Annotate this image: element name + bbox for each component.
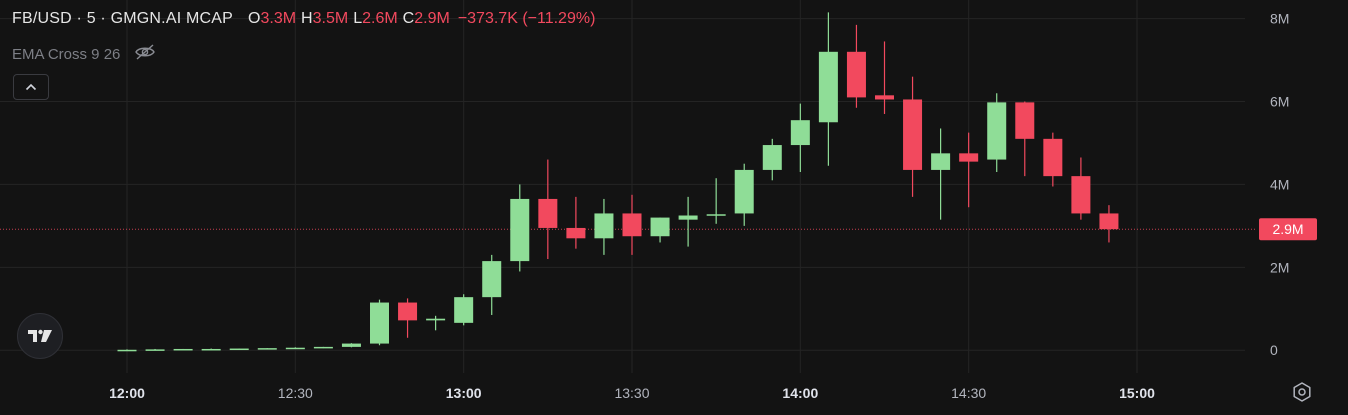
- candle-body: [426, 318, 446, 321]
- tradingview-logo-icon[interactable]: [17, 313, 63, 359]
- collapse-legend-button[interactable]: [13, 74, 49, 100]
- candles: [117, 12, 1119, 352]
- chevron-up-icon: [25, 83, 37, 91]
- candle-body: [1043, 138, 1063, 177]
- candle-body: [454, 297, 474, 323]
- high-value: 3.5M: [312, 10, 349, 27]
- y-tick-label: 6M: [1270, 94, 1289, 110]
- x-tick-label: 13:00: [446, 385, 482, 401]
- candle-body: [903, 99, 923, 170]
- gear-icon[interactable]: [1291, 381, 1313, 403]
- x-tick-label: 14:00: [782, 385, 818, 401]
- eye-off-icon[interactable]: [134, 44, 156, 64]
- candle-body: [1071, 176, 1091, 214]
- y-tick-label: 0: [1270, 342, 1278, 358]
- candle-body: [931, 153, 951, 170]
- symbol-title[interactable]: FB/USD · 5 · GMGN.AI MCAP: [12, 10, 234, 27]
- candle-body: [594, 213, 614, 239]
- candle-body: [678, 215, 698, 220]
- candle-body: [1099, 213, 1119, 230]
- candle-body: [117, 349, 137, 352]
- candle-body: [145, 349, 165, 351]
- candle-body: [398, 302, 418, 321]
- candle-body: [818, 51, 838, 123]
- open-label: O: [248, 10, 261, 27]
- x-tick-label: 15:00: [1119, 385, 1155, 401]
- candle-body: [510, 198, 530, 262]
- y-axis[interactable]: 0 2M 4M 6M 8M: [1270, 11, 1289, 359]
- candle-body: [790, 120, 810, 146]
- change-value: −373.7K (−11.29%): [457, 10, 596, 27]
- candle-body: [257, 348, 277, 350]
- high-label: H: [301, 10, 313, 27]
- open-value: 3.3M: [260, 10, 297, 27]
- candle-body: [538, 198, 558, 228]
- candle-body: [846, 51, 866, 98]
- candle-body: [706, 214, 726, 216]
- candle-body: [875, 95, 894, 100]
- candle-body: [482, 261, 502, 298]
- candle-body: [987, 102, 1007, 160]
- candle-body: [650, 217, 670, 237]
- y-tick-label: 2M: [1270, 259, 1289, 275]
- last-price-label: 2.9M: [1272, 221, 1303, 237]
- candle-body: [762, 145, 782, 170]
- close-label: C: [402, 10, 415, 27]
- candle-body: [370, 302, 389, 344]
- candle-body: [1015, 102, 1035, 139]
- close-value: 2.9M: [414, 10, 450, 27]
- candle-body: [313, 346, 333, 349]
- x-tick-label: 12:30: [278, 385, 313, 401]
- candle-body: [229, 348, 249, 351]
- last-price-tag: 2.9M: [1259, 218, 1317, 241]
- candle-body: [173, 348, 193, 351]
- indicator-label[interactable]: EMA Cross 9 26: [12, 45, 121, 63]
- grid-lines: [0, 0, 1245, 373]
- indicator-row: EMA Cross 9 26: [12, 44, 156, 64]
- y-tick-label: 4M: [1270, 176, 1289, 192]
- x-tick-label: 13:30: [614, 385, 649, 401]
- low-label: L: [353, 10, 363, 27]
- last-price-tag-bg: [1259, 218, 1317, 241]
- x-tick-label: 14:30: [951, 385, 986, 401]
- candle-body: [622, 213, 642, 237]
- low-value: 2.6M: [362, 10, 398, 27]
- candle-body: [566, 227, 586, 239]
- x-axis[interactable]: 12:00 12:30 13:00 13:30 14:00 14:30 15:00: [109, 385, 1155, 401]
- x-tick-label: 12:00: [109, 385, 145, 401]
- candle-body: [285, 347, 305, 350]
- candle-body: [341, 343, 361, 347]
- y-tick-label: 8M: [1270, 11, 1289, 27]
- candle-body: [734, 169, 754, 214]
- candle-body: [201, 348, 221, 351]
- candle-body: [959, 153, 979, 162]
